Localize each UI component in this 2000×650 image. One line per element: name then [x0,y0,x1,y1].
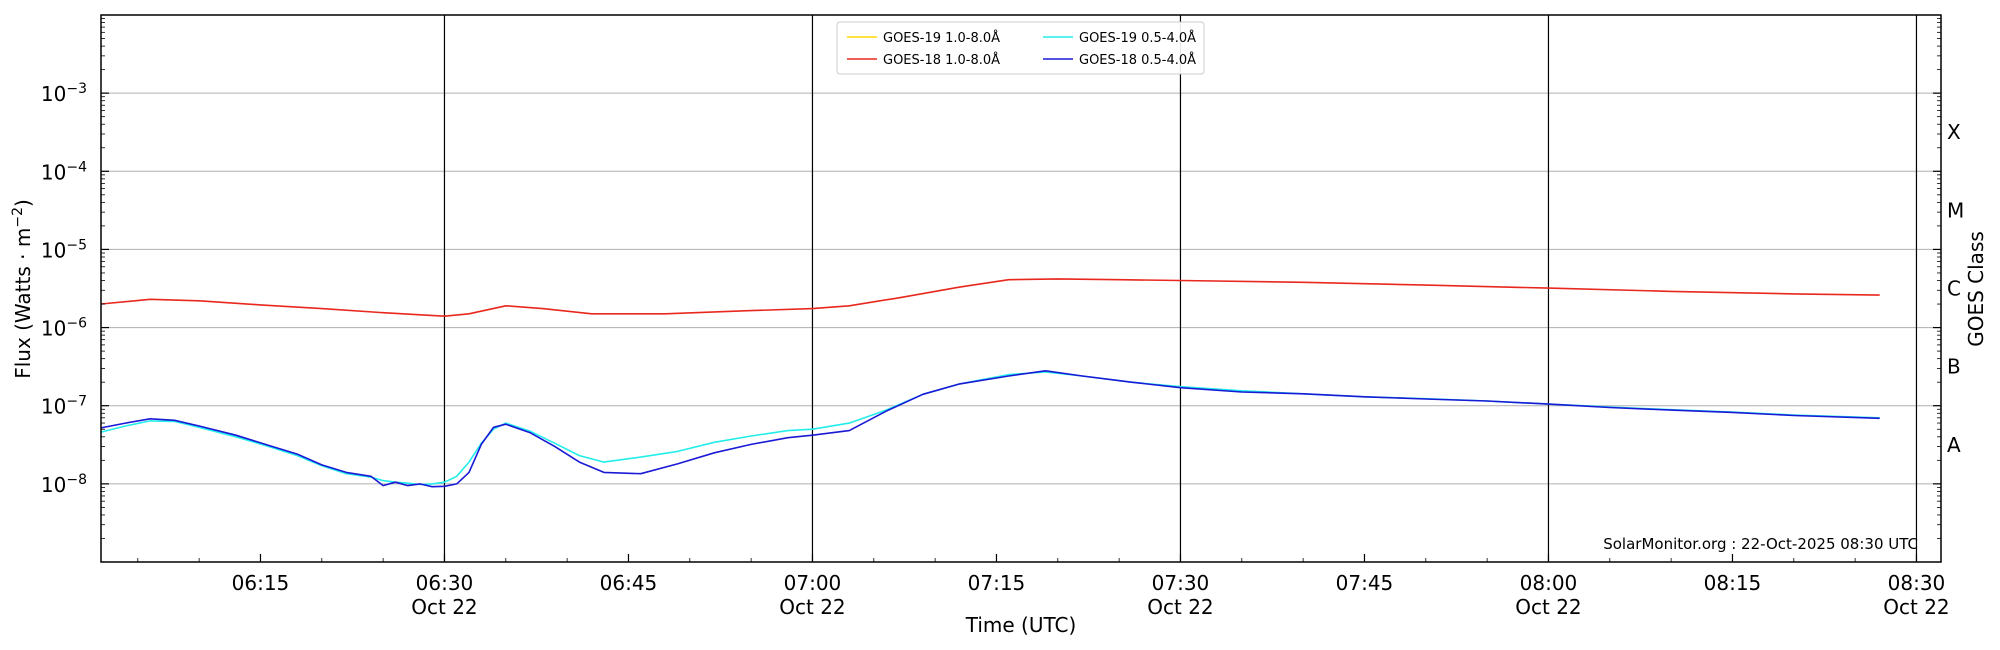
x-tick-label: 07:30 [1152,571,1210,595]
tick-layer [101,18,1941,562]
y-axis-title: Flux (Watts · m−2) [10,199,35,379]
x-axis-title: Time (UTC) [965,613,1077,637]
goes-class-label: B [1947,355,1961,379]
goes-class-label: A [1947,433,1961,457]
x-tick-label: 08:30 [1888,571,1946,595]
y-tick-label: 10−8 [41,472,87,497]
x-tick-date-label: Oct 22 [1147,595,1213,619]
y-tick-labels: 10−8 10−7 10−6 10−5 10−4 10−3 [41,81,87,497]
x-tick-label: 08:00 [1520,571,1578,595]
x-tick-date-label: Oct 22 [411,595,477,619]
credit-text: SolarMonitor.org : 22-Oct-2025 08:30 UTC [1603,535,1918,553]
y-tick-label: 10−5 [41,237,87,262]
legend-label: GOES-19 1.0-8.0Å [883,30,1000,46]
x-tick-label: 06:30 [416,571,474,595]
x-tick-label: 06:45 [600,571,658,595]
series-line-4 [100,369,1880,488]
y-tick-label: 10−3 [41,81,87,106]
goes-class-labels: A B C M X [1947,120,1964,457]
goes-class-label: X [1947,120,1961,144]
plot-frame [100,14,1942,563]
x-tick-label: 08:15 [1704,571,1762,595]
x-tick-label: 06:15 [232,571,290,595]
x-tick-label: 07:45 [1336,571,1394,595]
legend-box [836,21,1205,75]
legend: GOES-19 1.0-8.0Å GOES-18 1.0-8.0Å GOES-19 … [836,21,1205,75]
legend-label: GOES-18 1.0-8.0Å [883,52,1000,68]
x-tick-date-label: Oct 22 [1883,595,1949,619]
right-axis-title: GOES Class [1964,231,1988,347]
goes-class-label: M [1947,198,1964,222]
x-tick-label: 07:00 [784,571,842,595]
goes-class-label: C [1947,277,1961,301]
x-tick-label: 07:15 [968,571,1026,595]
x-tick-date-label: Oct 22 [779,595,845,619]
legend-label: GOES-18 0.5-4.0Å [1079,52,1196,68]
y-tick-label: 10−6 [41,316,87,341]
series-line-2 [100,278,1880,318]
y-tick-label: 10−4 [41,159,87,184]
series-layer [100,278,1880,488]
legend-label: GOES-19 0.5-4.0Å [1079,30,1196,46]
y-tick-label: 10−7 [41,394,87,419]
x-tick-date-label: Oct 22 [1515,595,1581,619]
